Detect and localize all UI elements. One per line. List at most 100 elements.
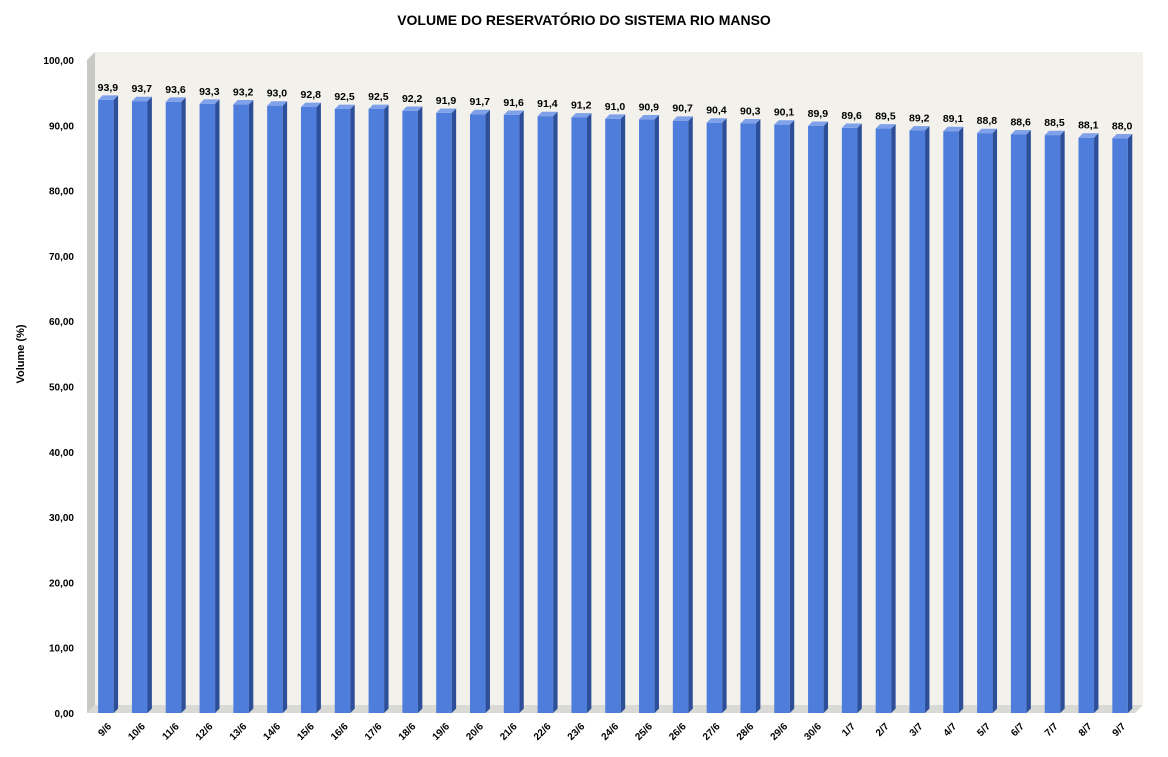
bar-side xyxy=(688,116,693,714)
data-label: 91,7 xyxy=(470,96,491,108)
bar-side xyxy=(519,110,524,713)
bar xyxy=(639,119,655,714)
y-tick-label: 70,00 xyxy=(49,252,74,263)
bar-side xyxy=(113,95,119,714)
bar-side xyxy=(316,102,321,714)
bar xyxy=(131,101,148,714)
data-label: 89,6 xyxy=(841,110,862,122)
data-label: 90,4 xyxy=(706,105,727,117)
data-label: 88,5 xyxy=(1044,117,1065,129)
bar-top xyxy=(469,109,490,115)
bar-side xyxy=(586,113,592,713)
data-label: 91,6 xyxy=(503,97,524,109)
data-label: 91,4 xyxy=(537,98,558,110)
bar-top xyxy=(605,114,626,119)
bar xyxy=(98,99,114,713)
bar xyxy=(537,116,554,713)
bar-top xyxy=(875,124,896,129)
bar-side xyxy=(722,118,727,713)
bar-top xyxy=(199,99,220,104)
bar-top xyxy=(841,123,862,128)
bar-top xyxy=(571,113,592,118)
bar-top xyxy=(402,106,423,111)
bar-top xyxy=(267,101,288,106)
data-label: 89,1 xyxy=(943,113,964,125)
bar-side xyxy=(485,109,490,713)
data-label: 90,7 xyxy=(672,103,693,115)
bar-side xyxy=(925,126,930,713)
bar-top xyxy=(334,104,355,109)
bar-side xyxy=(1060,130,1065,713)
bar xyxy=(774,124,790,714)
data-label: 93,3 xyxy=(199,86,220,98)
bar-side xyxy=(248,100,254,713)
bar-side xyxy=(992,128,998,714)
plot-area: 0,00 10,00 20,00 30,00 40,00 50,00 60,00 70,00 8… xyxy=(43,52,1143,743)
data-label: 89,5 xyxy=(875,111,896,123)
bar-side xyxy=(147,96,152,713)
bar-top xyxy=(808,121,829,126)
data-label: 88,6 xyxy=(1010,116,1031,128)
bar xyxy=(943,131,959,713)
bar xyxy=(334,108,351,714)
y-tick-label: 60,00 xyxy=(49,317,74,328)
bar-side xyxy=(857,123,862,713)
bar-top xyxy=(706,118,727,123)
y-tick-label: 40,00 xyxy=(49,448,74,459)
bar-side xyxy=(215,99,220,713)
data-label: 90,3 xyxy=(740,105,761,117)
bar xyxy=(1078,137,1095,713)
bar-side xyxy=(958,126,964,714)
bar-top xyxy=(300,102,321,108)
data-label: 89,2 xyxy=(909,113,930,125)
data-label: 93,9 xyxy=(98,82,119,94)
bar xyxy=(1112,138,1128,714)
bar-side xyxy=(756,118,761,714)
data-label: 88,1 xyxy=(1078,120,1099,132)
bar-side xyxy=(891,124,896,714)
bar xyxy=(402,110,418,713)
y-axis-title: Volume (%) xyxy=(15,324,27,383)
bar xyxy=(909,130,926,714)
bar-top xyxy=(503,110,524,115)
bar xyxy=(368,108,385,714)
bar-top xyxy=(943,126,964,132)
bar-side xyxy=(654,115,659,713)
bar xyxy=(267,105,283,713)
bar xyxy=(233,104,249,714)
bar-side xyxy=(823,121,829,714)
bar xyxy=(1010,134,1027,713)
bar-side xyxy=(553,111,558,714)
bar-top xyxy=(436,108,457,113)
data-label: 92,5 xyxy=(368,91,389,103)
bar-top xyxy=(774,120,795,125)
y-tick-label: 90,00 xyxy=(49,121,74,132)
bar-top xyxy=(131,96,152,102)
bar-top xyxy=(740,118,761,124)
bar-side xyxy=(384,104,389,713)
bar-top xyxy=(977,128,998,134)
y-tick-label: 10,00 xyxy=(49,644,74,655)
bar xyxy=(1044,135,1061,714)
bar xyxy=(469,114,486,714)
bar-side xyxy=(350,104,355,713)
bar-side xyxy=(417,106,423,713)
bar xyxy=(503,114,520,714)
bar xyxy=(977,133,993,714)
side-wall xyxy=(87,52,95,713)
data-label: 92,2 xyxy=(402,93,423,105)
data-label: 91,0 xyxy=(605,101,626,113)
bar-top xyxy=(909,126,930,131)
bar xyxy=(199,103,216,714)
bar-top xyxy=(233,100,254,105)
data-label: 93,6 xyxy=(165,84,186,96)
data-label: 88,8 xyxy=(977,115,998,127)
bar-side xyxy=(1127,133,1133,713)
bar-top xyxy=(537,111,558,117)
bar-top xyxy=(1010,130,1031,135)
chart-title: VOLUME DO RESERVATÓRIO DO SISTEMA RIO MA… xyxy=(397,11,771,28)
bar-side xyxy=(451,108,457,714)
bar xyxy=(706,122,723,714)
bar-top xyxy=(368,104,389,109)
data-label: 89,9 xyxy=(808,108,829,120)
